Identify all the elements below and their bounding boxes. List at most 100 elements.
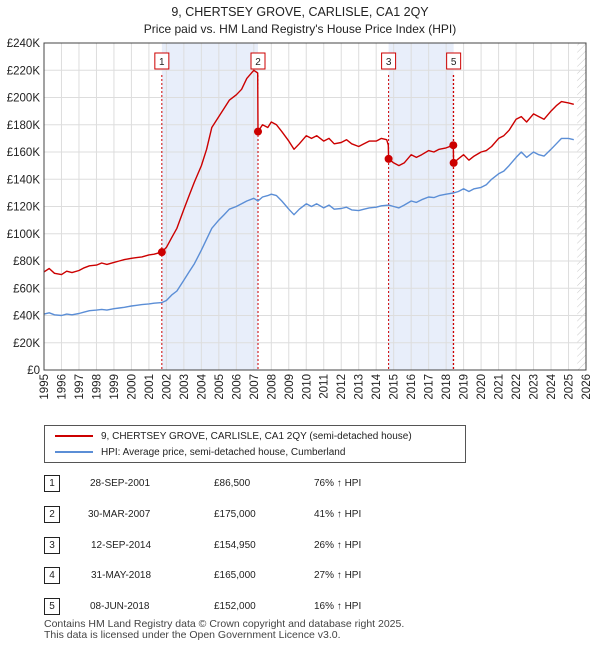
y-tick-label: £60K [13, 283, 40, 295]
x-tick-label: 2017 [424, 374, 436, 400]
x-tick-label: 1999 [109, 374, 121, 400]
x-tick-label: 2012 [336, 374, 348, 400]
x-tick-label: 2020 [476, 374, 488, 400]
legend-label-property: 9, CHERTSEY GROVE, CARLISLE, CA1 2QY (se… [101, 430, 412, 442]
x-tick-label: 2026 [581, 374, 593, 400]
sale-point-3 [384, 154, 393, 163]
marker-label-text: 3 [386, 57, 392, 68]
table-row: 1 28-SEP-2001 £86,500 76% ↑ HPI [0, 475, 600, 495]
legend-item-property: 9, CHERTSEY GROVE, CARLISLE, CA1 2QY (se… [55, 429, 412, 443]
x-tick-label: 1998 [91, 374, 103, 400]
x-tick-label: 2023 [529, 374, 541, 400]
legend-swatch-hpi [55, 451, 93, 453]
plot-frame [43, 42, 587, 371]
marker-label-text: 2 [255, 57, 261, 68]
table-row: 4 31-MAY-2018 £165,000 27% ↑ HPI [0, 567, 600, 587]
property-price-line [43, 69, 574, 276]
x-tick-label: 2004 [196, 373, 208, 399]
sale-point-5 [449, 158, 458, 167]
transaction-hpi: 76% ↑ HPI [314, 478, 362, 489]
legend-swatch-property [55, 435, 93, 437]
table-row: 5 08-JUN-2018 £152,000 16% ↑ HPI [0, 598, 600, 618]
transaction-date: 28-SEP-2001 [90, 478, 151, 489]
transaction-price: £86,500 [214, 478, 251, 489]
x-tick-label: 2002 [161, 374, 173, 400]
y-tick-label: £80K [13, 256, 40, 268]
chart-title: 9, CHERTSEY GROVE, CARLISLE, CA1 2QY [171, 5, 429, 19]
x-tick-label: 2024 [546, 373, 558, 399]
transaction-price: £152,000 [214, 601, 256, 612]
x-tick-label: 2021 [494, 374, 506, 400]
y-tick-label: £140K [7, 174, 41, 186]
y-tick-label: £220K [7, 65, 41, 77]
x-tick-label: 2019 [459, 374, 471, 400]
x-tick-label: 1995 [39, 374, 51, 400]
x-tick-label: 2022 [511, 374, 523, 400]
transaction-hpi: 27% ↑ HPI [314, 570, 362, 581]
x-tick-label: 2014 [371, 373, 383, 399]
transaction-date: 12-SEP-2014 [91, 540, 152, 551]
transaction-number: 4 [44, 567, 60, 584]
table-row: 3 12-SEP-2014 £154,950 26% ↑ HPI [0, 537, 600, 557]
marker-label-5: 5 [446, 52, 462, 70]
y-tick-label: £40K [13, 311, 40, 323]
hpi-line [43, 137, 574, 317]
transaction-number: 2 [44, 506, 60, 523]
y-tick-label: £20K [13, 338, 40, 350]
chart-subtitle: Price paid vs. HM Land Registry's House … [144, 22, 456, 36]
marker-label-text: 1 [159, 57, 165, 68]
x-tick-label: 2009 [284, 374, 296, 400]
price-chart: 9, CHERTSEY GROVE, CARLISLE, CA1 2QY Pri… [7, 5, 593, 400]
transaction-price: £165,000 [214, 570, 256, 581]
y-tick-label: £0 [27, 365, 40, 377]
footer-licence: This data is licensed under the Open Gov… [44, 629, 341, 641]
marker-label-box [154, 52, 170, 70]
x-tick-label: 2000 [126, 374, 138, 400]
footer-notice: Contains HM Land Registry data © Crown c… [44, 619, 404, 641]
legend-item-hpi: HPI: Average price, semi-detached house,… [55, 445, 345, 459]
marker-label-box [446, 52, 462, 70]
sale-point-4 [449, 141, 458, 150]
y-tick-label: £100K [7, 229, 41, 241]
transaction-number: 5 [44, 598, 60, 615]
x-tick-label: 2003 [179, 374, 191, 400]
y-tick-label: £120K [7, 202, 41, 214]
x-tick-label: 2015 [389, 374, 401, 400]
transaction-price: £154,950 [214, 540, 256, 551]
y-tick-label: £180K [7, 120, 41, 132]
x-tick-label: 1997 [74, 374, 86, 400]
legend-label-hpi: HPI: Average price, semi-detached house,… [101, 446, 346, 458]
x-tick-label: 2006 [231, 374, 243, 400]
x-tick-label: 2005 [214, 374, 226, 400]
transaction-hpi: 16% ↑ HPI [314, 601, 362, 612]
x-tick-label: 2016 [406, 374, 418, 400]
x-tick-label: 2011 [319, 374, 331, 399]
y-tick-label: £160K [7, 147, 41, 159]
marker-label-2: 2 [250, 52, 266, 70]
sale-point-2 [254, 127, 263, 136]
transaction-number: 1 [44, 475, 60, 492]
marker-label-1: 1 [154, 52, 170, 70]
transaction-date: 31-MAY-2018 [91, 570, 152, 581]
x-tick-label: 2008 [266, 374, 278, 400]
x-tick-label: 1996 [56, 374, 68, 400]
transaction-number: 3 [44, 537, 60, 554]
x-tick-label: 2010 [301, 374, 313, 400]
x-tick-label: 2018 [441, 374, 453, 400]
x-tick-label: 2013 [354, 374, 366, 400]
marker-label-text: 5 [451, 57, 457, 68]
x-tick-label: 2001 [144, 374, 156, 400]
marker-label-box [381, 52, 397, 70]
y-tick-label: £200K [7, 93, 41, 105]
y-tick-label: £240K [7, 38, 41, 50]
marker-label-box [250, 52, 266, 70]
x-tick-label: 2007 [249, 374, 261, 400]
transaction-price: £175,000 [214, 509, 256, 520]
transaction-date: 08-JUN-2018 [90, 601, 150, 612]
transaction-hpi: 41% ↑ HPI [314, 509, 362, 520]
x-tick-label: 2025 [564, 374, 576, 400]
marker-label-3: 3 [381, 52, 397, 70]
table-row: 2 30-MAR-2007 £175,000 41% ↑ HPI [0, 506, 600, 526]
transaction-date: 30-MAR-2007 [88, 509, 151, 520]
sale-point-1 [157, 248, 166, 257]
